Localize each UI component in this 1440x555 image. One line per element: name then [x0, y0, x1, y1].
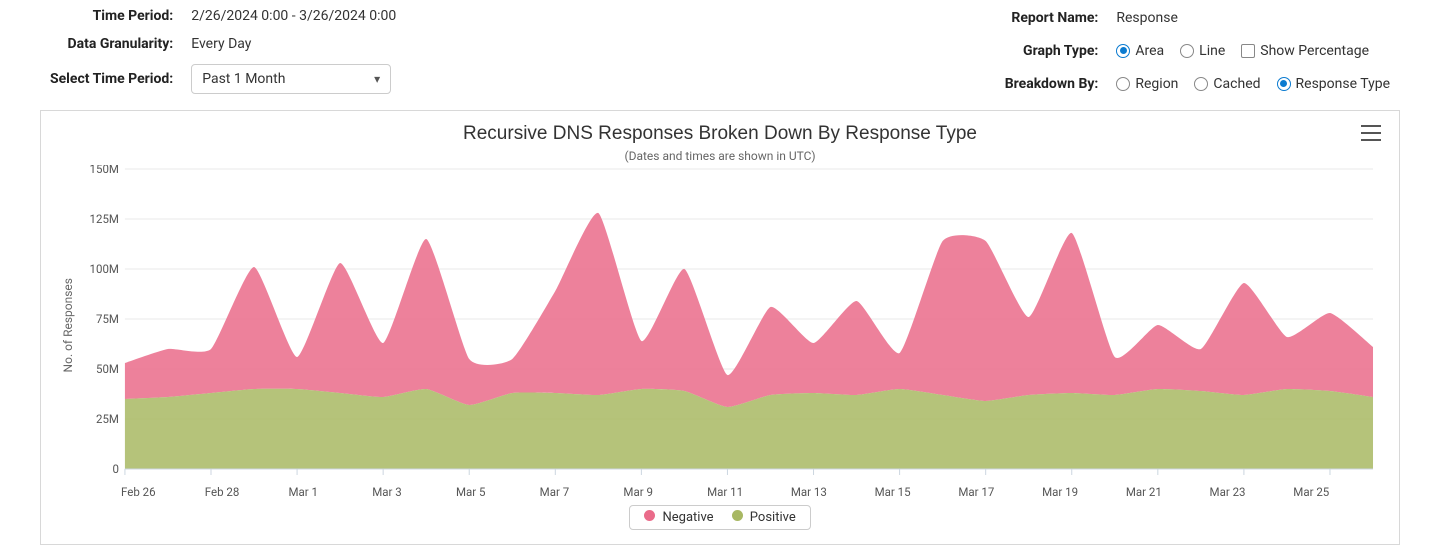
- radio-icon: [1277, 77, 1291, 91]
- breakdown-group: Region Cached Response Type: [1116, 76, 1390, 92]
- checkbox-icon: [1241, 44, 1255, 58]
- svg-text:50M: 50M: [96, 362, 119, 376]
- legend-label-negative: Negative: [663, 510, 714, 525]
- chart-legend: Negative Positive: [629, 505, 810, 530]
- breakdown-responsetype-label: Response Type: [1296, 76, 1390, 92]
- report-controls: Time Period: 2/26/2024 0:00 - 3/26/2024 …: [0, 0, 1440, 106]
- x-tick-label: Mar 13: [791, 485, 875, 499]
- select-time-period-label: Select Time Period:: [50, 71, 173, 87]
- time-period-label: Time Period:: [50, 8, 173, 24]
- x-tick-label: Mar 11: [707, 485, 791, 499]
- legend-label-positive: Positive: [750, 510, 796, 525]
- area-chart-svg: 0 25M 50M 75M 100M 125M 150M: [77, 165, 1381, 485]
- show-percentage-checkbox[interactable]: Show Percentage: [1241, 43, 1369, 59]
- graph-type-area-radio[interactable]: Area: [1116, 43, 1164, 59]
- select-time-period-dropdown[interactable]: Past 1 Month ▾: [191, 64, 391, 94]
- radio-icon: [1116, 77, 1130, 91]
- radio-icon: [1194, 77, 1208, 91]
- breakdown-cached-label: Cached: [1213, 76, 1260, 92]
- x-tick-label: Mar 21: [1126, 485, 1210, 499]
- x-tick-label: Mar 19: [1042, 485, 1126, 499]
- breakdown-region-label: Region: [1135, 76, 1178, 92]
- breakdown-region-radio[interactable]: Region: [1116, 76, 1178, 92]
- report-name-value: Response: [1116, 10, 1390, 26]
- graph-type-area-label: Area: [1135, 43, 1164, 59]
- data-granularity-value: Every Day: [191, 36, 396, 52]
- svg-text:125M: 125M: [90, 212, 119, 226]
- x-tick-label: Mar 3: [372, 485, 456, 499]
- x-axis: Feb 26Feb 28Mar 1Mar 3Mar 5Mar 7Mar 9Mar…: [121, 485, 1377, 499]
- report-name-label: Report Name:: [1005, 10, 1099, 26]
- select-time-period-value: Past 1 Month: [202, 71, 285, 87]
- legend-item-positive[interactable]: Positive: [732, 510, 796, 525]
- svg-text:25M: 25M: [96, 412, 119, 426]
- x-tick-label: Mar 23: [1210, 485, 1294, 499]
- x-tick-label: Mar 5: [456, 485, 540, 499]
- graph-type-group: Area Line Show Percentage: [1116, 43, 1390, 59]
- time-period-value: 2/26/2024 0:00 - 3/26/2024 0:00: [191, 8, 396, 24]
- graph-type-line-label: Line: [1199, 43, 1225, 59]
- controls-right-column: Report Name: Response Graph Type: Area L…: [1005, 8, 1390, 94]
- x-tick-label: Feb 26: [121, 485, 205, 499]
- x-tick-label: Mar 17: [958, 485, 1042, 499]
- x-tick-label: Mar 9: [623, 485, 707, 499]
- graph-type-line-radio[interactable]: Line: [1180, 43, 1225, 59]
- data-granularity-label: Data Granularity:: [50, 36, 173, 52]
- breakdown-cached-radio[interactable]: Cached: [1194, 76, 1260, 92]
- show-percentage-label: Show Percentage: [1260, 43, 1369, 59]
- chart-menu-icon[interactable]: [1361, 125, 1381, 141]
- svg-text:0: 0: [112, 462, 118, 476]
- chevron-down-icon: ▾: [374, 72, 380, 86]
- radio-icon: [1180, 44, 1194, 58]
- legend-swatch-icon: [644, 510, 655, 521]
- x-tick-label: Mar 15: [875, 485, 959, 499]
- svg-text:100M: 100M: [90, 262, 119, 276]
- chart-title: Recursive DNS Responses Broken Down By R…: [59, 123, 1381, 145]
- y-axis-title: No. of Responses: [59, 278, 75, 372]
- svg-text:75M: 75M: [96, 312, 119, 326]
- radio-icon: [1116, 44, 1130, 58]
- breakdown-by-label: Breakdown By:: [1005, 76, 1099, 92]
- controls-left-column: Time Period: 2/26/2024 0:00 - 3/26/2024 …: [50, 8, 396, 94]
- x-tick-label: Feb 28: [205, 485, 289, 499]
- x-tick-label: Mar 1: [288, 485, 372, 499]
- svg-text:150M: 150M: [90, 165, 119, 176]
- chart-subtitle: (Dates and times are shown in UTC): [59, 149, 1381, 163]
- x-tick-label: Mar 7: [540, 485, 624, 499]
- plot-wrap: No. of Responses 0 25M 50M 75M 100M 125M 150M: [59, 165, 1381, 485]
- breakdown-responsetype-radio[interactable]: Response Type: [1277, 76, 1390, 92]
- chart-panel: Recursive DNS Responses Broken Down By R…: [40, 110, 1400, 545]
- graph-type-label: Graph Type:: [1005, 43, 1099, 59]
- legend-swatch-icon: [732, 510, 743, 521]
- legend-item-negative[interactable]: Negative: [644, 510, 713, 525]
- x-tick-label: Mar 25: [1293, 485, 1377, 499]
- plot-area: 0 25M 50M 75M 100M 125M 150M: [77, 165, 1381, 485]
